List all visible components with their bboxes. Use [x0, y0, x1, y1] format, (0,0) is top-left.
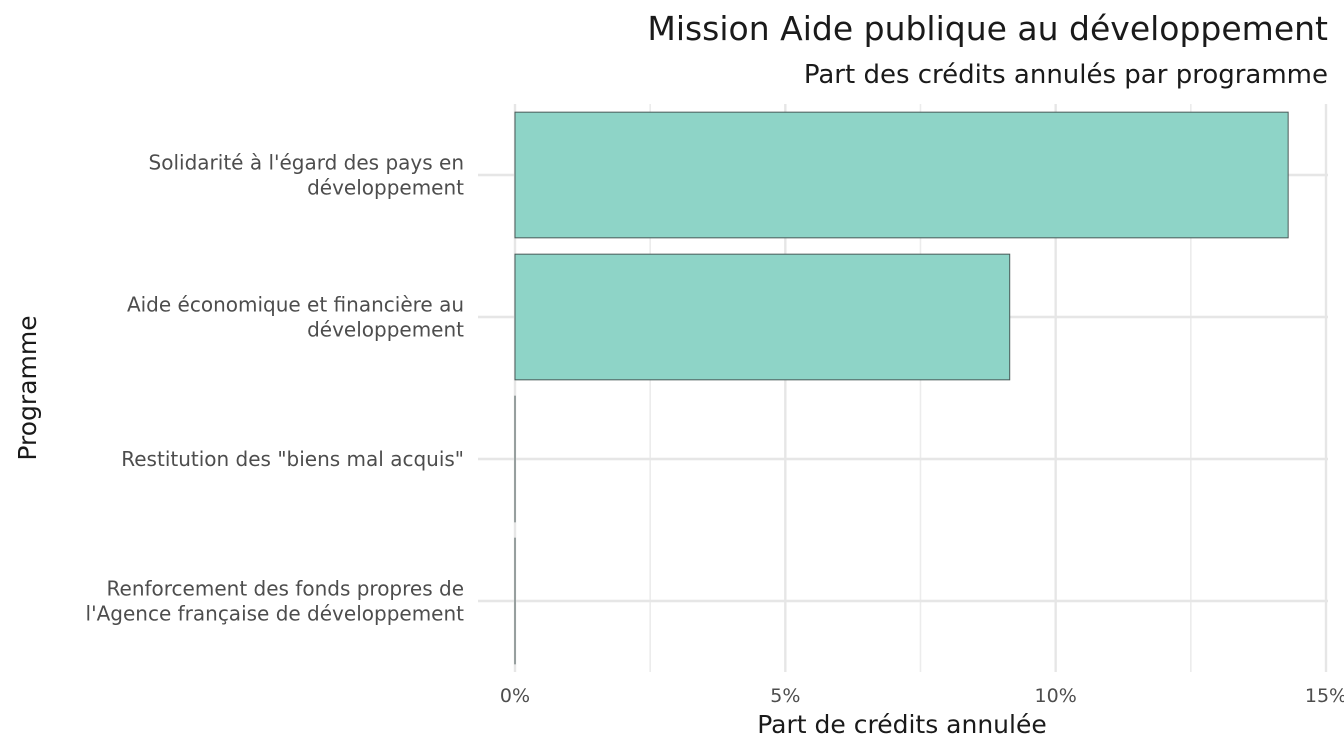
chart-subtitle: Part des crédits annulés par programme	[804, 60, 1328, 90]
x-tick-label: 0%	[500, 685, 530, 707]
x-tick-label: 10%	[1035, 685, 1077, 707]
category-label: Renforcement des fonds propres de l'Agenc…	[86, 577, 465, 626]
bars	[514, 111, 1289, 665]
category-label-line: Renforcement des fonds propres de	[107, 577, 464, 601]
x-axis-title: Part de crédits annulée	[757, 710, 1047, 739]
category-label-line: Solidarité à l'égard des pays en	[149, 151, 464, 175]
category-labels: Solidarité à l'égard des pays en développ…	[86, 151, 465, 626]
bar	[514, 111, 1289, 239]
category-label: Aide économique et financière au développ…	[127, 293, 464, 342]
y-axis-title: Programme	[13, 315, 42, 460]
category-label-line: Restitution des "biens mal acquis"	[121, 447, 464, 471]
bar	[514, 253, 1011, 381]
x-tick-label: 5%	[770, 685, 800, 707]
category-label-line: développement	[307, 176, 464, 200]
category-label-line: Aide économique et financière au	[127, 293, 464, 317]
category-label-line: développement	[307, 318, 464, 342]
category-label-line: l'Agence française de développement	[86, 602, 465, 626]
chart-title: Mission Aide publique au développement	[647, 9, 1328, 48]
category-label: Restitution des "biens mal acquis"	[121, 447, 464, 471]
x-tick-label: 15%	[1305, 685, 1344, 707]
category-label: Solidarité à l'égard des pays en développ…	[149, 151, 465, 200]
x-tick-labels: 0% 5% 10% 15%	[500, 685, 1344, 707]
